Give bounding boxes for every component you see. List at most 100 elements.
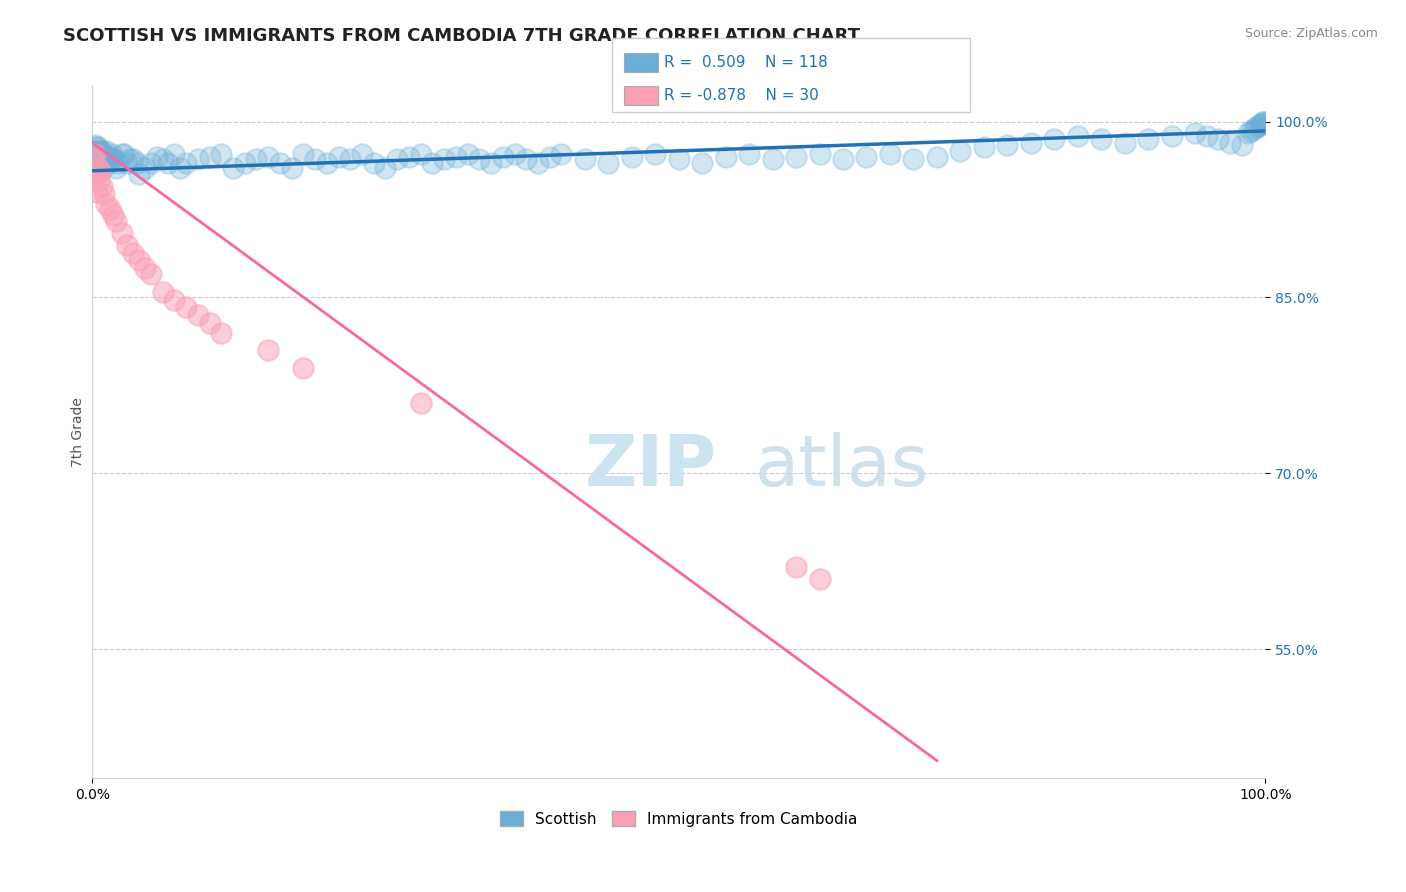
Point: [94, 150, 117, 164]
Point: [339, 152, 361, 166]
Point: [98, 202, 121, 217]
Point: [409, 147, 432, 161]
Point: [233, 155, 256, 169]
Point: [1219, 136, 1241, 150]
Point: [1230, 138, 1253, 153]
Point: [1160, 128, 1182, 143]
Point: [152, 285, 174, 299]
Point: [86, 155, 108, 169]
Point: [304, 152, 326, 166]
Point: [762, 152, 785, 166]
Point: [84, 140, 107, 154]
Point: [1019, 136, 1042, 150]
Point: [1043, 132, 1066, 146]
Point: [363, 155, 385, 169]
Point: [269, 155, 291, 169]
Point: [84, 150, 107, 164]
Point: [832, 152, 855, 166]
Point: [152, 152, 174, 166]
Y-axis label: 7th Grade: 7th Grade: [72, 397, 86, 467]
Point: [96, 196, 118, 211]
Point: [515, 152, 537, 166]
Point: [157, 155, 180, 169]
Point: [1247, 120, 1270, 134]
Point: [422, 155, 444, 169]
Point: [1195, 128, 1218, 143]
Point: [87, 152, 110, 166]
Point: [89, 144, 111, 158]
Point: [104, 161, 127, 176]
Point: [89, 147, 111, 161]
Point: [87, 140, 110, 154]
Point: [89, 163, 111, 178]
Point: [879, 147, 901, 161]
Point: [620, 150, 643, 164]
Point: [128, 252, 150, 267]
Point: [315, 155, 337, 169]
Point: [468, 152, 491, 166]
Point: [785, 560, 807, 574]
Point: [174, 155, 197, 169]
Point: [1066, 128, 1088, 143]
Point: [245, 152, 267, 166]
Point: [855, 150, 877, 164]
Point: [714, 150, 737, 164]
Point: [110, 147, 132, 161]
Point: [91, 155, 114, 169]
Point: [457, 147, 479, 161]
Point: [125, 155, 148, 169]
Legend: Scottish, Immigrants from Cambodia: Scottish, Immigrants from Cambodia: [494, 805, 863, 833]
Point: [444, 150, 467, 164]
Point: [785, 150, 807, 164]
Point: [100, 150, 122, 164]
Point: [1184, 126, 1206, 140]
Point: [187, 308, 209, 322]
Point: [668, 152, 690, 166]
Point: [574, 152, 596, 166]
Point: [503, 147, 526, 161]
Point: [82, 144, 104, 158]
Point: [738, 147, 761, 161]
Point: [925, 150, 948, 164]
Text: R = -0.878    N = 30: R = -0.878 N = 30: [664, 88, 818, 103]
Point: [292, 147, 315, 161]
Point: [903, 152, 925, 166]
Point: [538, 150, 561, 164]
Point: [93, 150, 115, 164]
Point: [409, 396, 432, 410]
Point: [174, 300, 197, 314]
Point: [169, 161, 191, 176]
Point: [90, 147, 112, 161]
Point: [163, 293, 186, 307]
Point: [1114, 136, 1136, 150]
Point: [973, 140, 995, 154]
Point: [1090, 132, 1112, 146]
Point: [103, 152, 125, 166]
Point: [387, 152, 409, 166]
Point: [101, 147, 124, 161]
Point: [1208, 132, 1230, 146]
Point: [374, 161, 396, 176]
Point: [118, 152, 141, 166]
Point: [328, 150, 350, 164]
Point: [280, 161, 302, 176]
Point: [134, 161, 156, 176]
Point: [1250, 116, 1272, 130]
Point: [83, 144, 105, 158]
Point: [84, 150, 107, 164]
Text: SCOTTISH VS IMMIGRANTS FROM CAMBODIA 7TH GRADE CORRELATION CHART: SCOTTISH VS IMMIGRANTS FROM CAMBODIA 7TH…: [63, 27, 860, 45]
Point: [86, 185, 108, 199]
Point: [808, 147, 831, 161]
Text: atlas: atlas: [755, 433, 929, 501]
Point: [257, 150, 280, 164]
Point: [86, 147, 108, 161]
Point: [139, 267, 162, 281]
Point: [83, 138, 105, 153]
Point: [949, 144, 972, 158]
Point: [104, 214, 127, 228]
Point: [187, 152, 209, 166]
Point: [1249, 118, 1271, 132]
Point: [93, 187, 115, 202]
Point: [1137, 132, 1160, 146]
Point: [103, 208, 125, 222]
